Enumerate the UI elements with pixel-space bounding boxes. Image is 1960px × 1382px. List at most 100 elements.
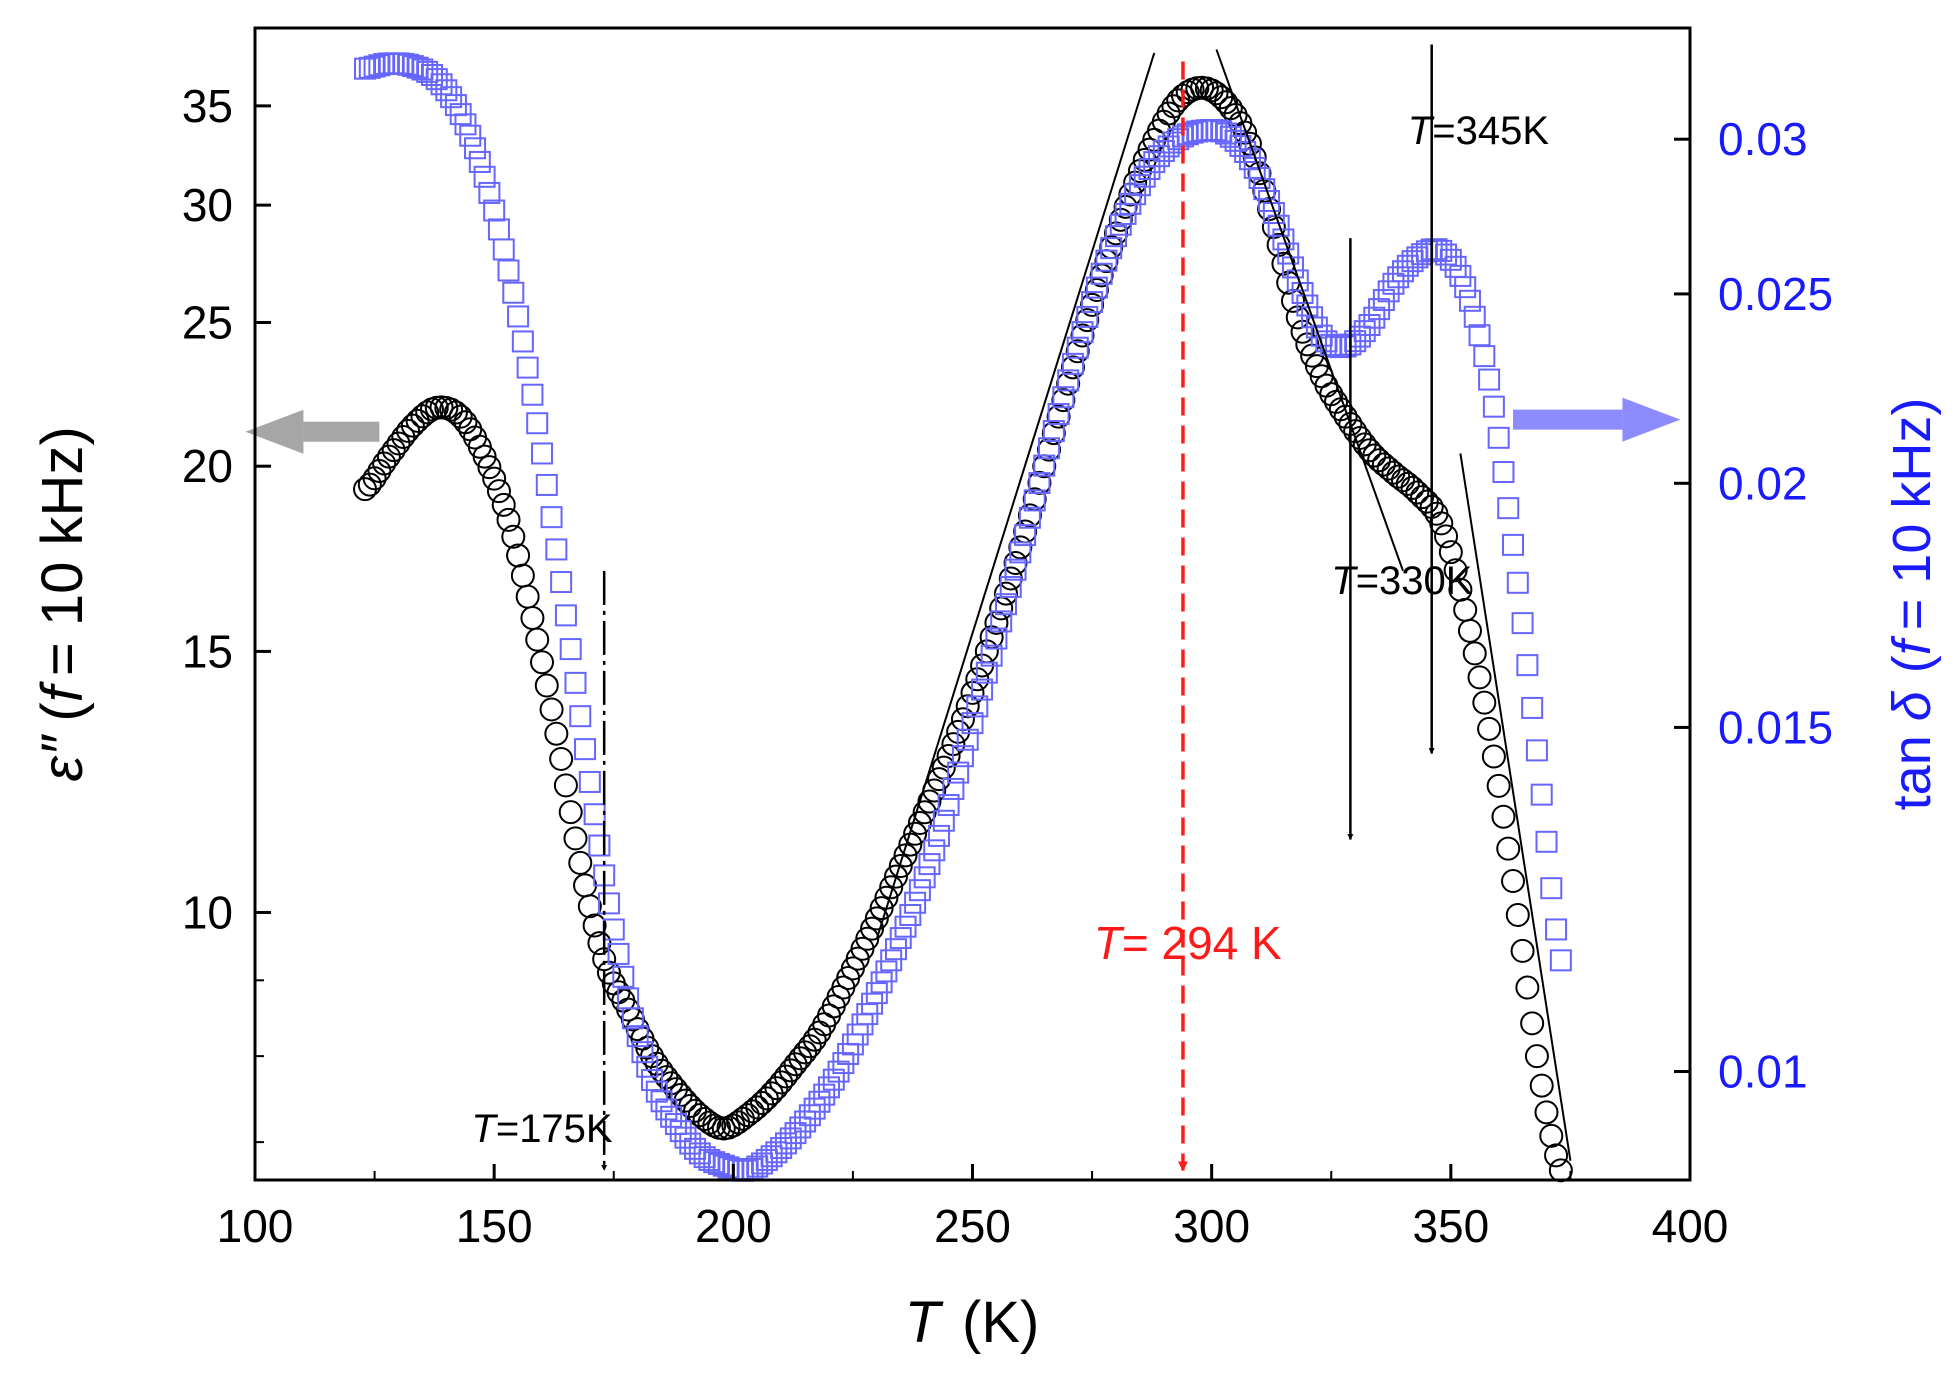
epsilon-point xyxy=(568,850,593,875)
tan-delta-point xyxy=(483,199,506,222)
epsilon-point xyxy=(1400,475,1425,500)
tan-delta-point xyxy=(1004,558,1027,581)
left-y-tick-label: 10 xyxy=(182,886,233,938)
tan-delta-point xyxy=(454,113,477,136)
annotation-t-330k: T=330K xyxy=(1331,559,1473,603)
tan-delta-point xyxy=(894,915,917,938)
tan-delta-point xyxy=(521,383,544,406)
tan-delta-point xyxy=(1521,696,1544,719)
epsilon-point xyxy=(534,673,559,698)
tan-delta-point xyxy=(880,949,903,972)
epsilon-point xyxy=(1429,511,1454,536)
series-tan-delta xyxy=(354,52,1572,1182)
tan-delta-point xyxy=(1530,783,1553,806)
epsilon-point xyxy=(577,894,602,919)
epsilon-point xyxy=(1515,975,1540,1000)
epsilon-point xyxy=(1204,81,1229,106)
epsilon-point xyxy=(472,444,497,469)
tan-delta-point xyxy=(1277,242,1300,265)
tan-delta-point xyxy=(1286,269,1309,292)
epsilon-point xyxy=(778,1058,803,1083)
tan-delta-point xyxy=(1478,368,1501,391)
right-y-tick-label: 0.03 xyxy=(1718,113,1808,165)
right-y-tick-label: 0.015 xyxy=(1718,701,1833,753)
x-tick-label: 250 xyxy=(934,1200,1011,1252)
epsilon-point xyxy=(745,1095,770,1120)
epsilon-point xyxy=(448,404,473,429)
tan-delta-point xyxy=(956,728,979,751)
tan-delta-point xyxy=(966,695,989,718)
tan-delta-point xyxy=(1090,262,1113,285)
epsilon-point xyxy=(1376,456,1401,481)
epsilon-point xyxy=(1505,902,1530,927)
epsilon-point xyxy=(553,773,578,798)
tan-delta-point xyxy=(550,571,573,594)
epsilon-point xyxy=(544,721,569,746)
tan-delta-point xyxy=(899,903,922,926)
tan-delta-point xyxy=(884,938,907,961)
tan-delta-point xyxy=(1281,256,1304,279)
tan-delta-point xyxy=(961,712,984,735)
tan-delta-point xyxy=(1545,918,1568,941)
tan-delta-point xyxy=(588,834,611,857)
epsilon-point xyxy=(1491,804,1516,829)
epsilon-point xyxy=(912,800,937,825)
tan-delta-point xyxy=(578,770,601,793)
tan-delta-point xyxy=(1540,877,1563,900)
epsilon-point xyxy=(1481,744,1506,769)
x-axis-title: T (K) xyxy=(905,1290,1040,1355)
tan-delta-point xyxy=(951,745,974,768)
tan-delta-point xyxy=(1549,949,1572,972)
epsilon-point xyxy=(515,584,540,609)
tan-delta-point xyxy=(913,866,936,889)
tan-delta-point xyxy=(923,839,946,862)
tan-delta-point xyxy=(1057,369,1080,392)
tan-delta-point xyxy=(999,575,1022,598)
epsilon-point xyxy=(1414,489,1439,514)
series-epsilon xyxy=(353,75,1573,1183)
tangent-line xyxy=(1459,453,1572,1161)
tan-delta-point xyxy=(1038,437,1061,460)
epsilon-point xyxy=(477,455,502,480)
axis-indicator-head xyxy=(1622,397,1681,442)
epsilon-point xyxy=(998,566,1023,591)
epsilon-point xyxy=(1008,535,1033,560)
tan-delta-point xyxy=(937,794,960,817)
epsilon-point xyxy=(501,524,526,549)
tan-delta-point xyxy=(564,671,587,694)
right-y-tick-label: 0.025 xyxy=(1718,268,1833,320)
epsilon-point xyxy=(453,410,478,435)
epsilon-point xyxy=(400,413,425,438)
tan-delta-point xyxy=(487,218,510,241)
tan-delta-point xyxy=(1502,533,1525,556)
series-layer xyxy=(353,52,1573,1183)
epsilon-point xyxy=(903,821,928,846)
tan-delta-point xyxy=(1052,386,1075,409)
tan-delta-point xyxy=(492,238,515,261)
epsilon-point xyxy=(1548,1158,1573,1183)
tan-delta-point xyxy=(621,1007,644,1030)
tan-delta-point xyxy=(1516,654,1539,677)
tan-delta-point xyxy=(473,165,496,188)
epsilon-point xyxy=(888,854,913,879)
tan-delta-point xyxy=(1071,321,1094,344)
epsilon-point xyxy=(1438,540,1463,565)
annotation-t-175k: T=175K xyxy=(471,1107,613,1151)
left-y-tick-label: 30 xyxy=(182,179,233,231)
tan-delta-point xyxy=(928,824,951,847)
tan-delta-point xyxy=(980,644,1003,667)
epsilon-point xyxy=(883,864,908,889)
tan-delta-point xyxy=(559,638,582,661)
tan-delta-point xyxy=(459,124,482,147)
epsilon-point xyxy=(769,1070,794,1095)
tan-delta-point xyxy=(641,1069,664,1092)
epsilon-point xyxy=(1362,443,1387,468)
epsilon-point xyxy=(1544,1143,1569,1168)
tan-delta-point xyxy=(1253,178,1276,201)
epsilon-point xyxy=(1539,1123,1564,1148)
tan-delta-point xyxy=(1105,225,1127,248)
tan-delta-point xyxy=(511,330,534,353)
epsilon-point xyxy=(1094,249,1119,274)
epsilon-point xyxy=(376,444,401,469)
